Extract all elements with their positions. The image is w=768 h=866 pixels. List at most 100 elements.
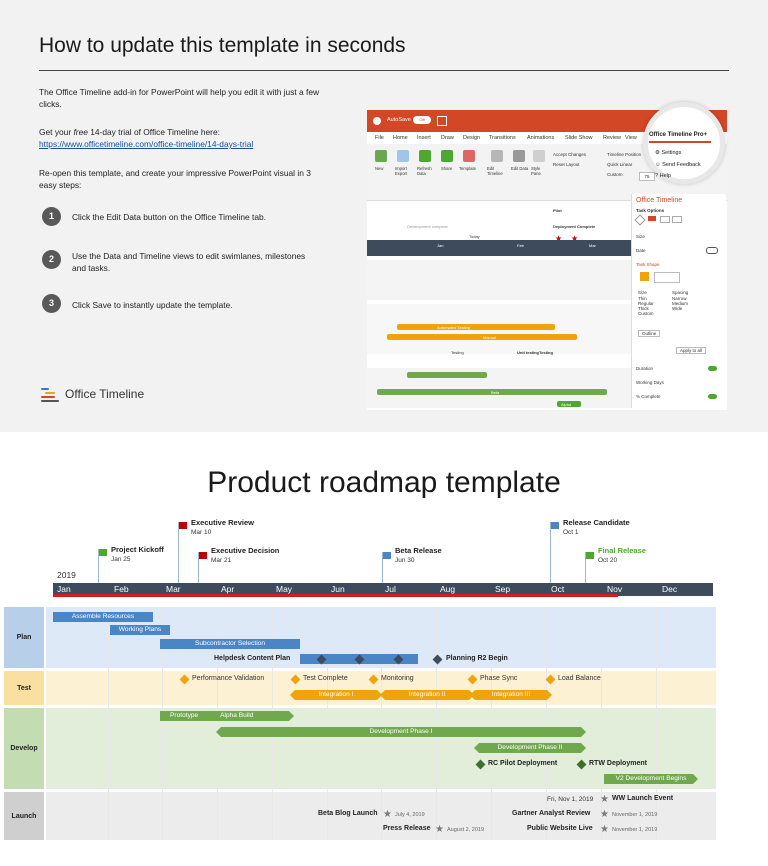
tab-animations[interactable]: Animations (527, 135, 555, 141)
settings-button[interactable]: ⚙ Settings (655, 150, 682, 156)
template-icon[interactable] (463, 150, 475, 162)
task-assemble-resources: Assemble Resources (53, 612, 153, 622)
star-icon: ★ (383, 809, 392, 820)
mini-feb: Feb (517, 243, 524, 248)
radio-custom[interactable]: Custom (638, 311, 654, 316)
task-working-plans: Working Plans (110, 625, 170, 635)
radio-regular[interactable]: Regular (638, 301, 654, 306)
logo-icon (41, 388, 59, 402)
gridline (381, 607, 382, 840)
diamond-shape-icon[interactable] (634, 214, 646, 226)
pane-percent-complete: % Complete (636, 394, 661, 399)
month-label: Nov (607, 584, 623, 594)
custom-label: Custom (607, 172, 623, 177)
radio-medium[interactable]: Medium (672, 301, 689, 306)
milestone-final-release: Final Release (598, 546, 646, 555)
tab-home[interactable]: Home (393, 135, 408, 141)
accept-changes-button[interactable]: Accept Changes (553, 152, 587, 157)
logo-text: Office Timeline (65, 387, 145, 401)
task-shape-icon[interactable] (648, 216, 656, 221)
tab-view[interactable]: View (625, 135, 637, 141)
zoom-field[interactable]: 75 (639, 172, 655, 181)
tab-review[interactable]: Review (603, 135, 622, 141)
color-swatch[interactable] (640, 272, 649, 281)
office-timeline-tab[interactable]: Office Timeline Pro+ (649, 132, 708, 138)
tab-transitions[interactable]: Transitions (489, 135, 516, 141)
radio-thick[interactable]: Thick (638, 306, 649, 311)
bar-shape-icon[interactable] (660, 216, 670, 223)
outline-select[interactable]: Outline (638, 330, 661, 337)
milestone-beta-release: Beta Release (395, 546, 442, 555)
quick-linear-select[interactable]: Quick Linear (607, 162, 633, 167)
tab-file[interactable]: File (375, 135, 384, 141)
pane-task-shape-label: Task Shape (636, 262, 660, 267)
mini-timeline-bar: Jan Feb Mar (367, 240, 631, 256)
mini-task-bar (407, 372, 487, 378)
star-icon: ★ (600, 809, 609, 820)
new-icon[interactable] (375, 150, 387, 162)
apply-to-all-button[interactable]: Apply to all (676, 347, 707, 354)
ribbon-label-refresh: Refresh Data (417, 166, 432, 176)
milestone-release-candidate: Release Candidate (563, 518, 630, 527)
ribbon-label-template: Template (459, 166, 476, 171)
radio-wide[interactable]: Wide (672, 306, 683, 311)
mini-task-bar (397, 324, 555, 330)
milestone-pole (198, 552, 199, 583)
trial-text: Get your free 14-day trial of Office Tim… (39, 126, 329, 150)
mini-alpha: Alpha (561, 402, 572, 407)
month-label: May (276, 584, 293, 594)
milestone-pole (550, 522, 551, 583)
mini-star-icon: ★ (555, 234, 563, 243)
edit-timeline-icon[interactable] (491, 150, 503, 162)
shape-select[interactable] (654, 272, 680, 283)
lane-label-launch: Launch (4, 792, 44, 840)
task-prototype-alpha: Prototype Alpha Build (160, 711, 294, 721)
flag-icon (99, 549, 107, 556)
help-button[interactable]: ? Help (655, 173, 671, 179)
share-icon[interactable] (441, 150, 453, 162)
tab-slide-show[interactable]: Slide Show (565, 135, 593, 141)
flag-icon (383, 552, 391, 559)
milestone-pole (98, 549, 99, 583)
ribbon-label-new: New (375, 166, 384, 171)
gridline (108, 607, 109, 840)
edit-data-icon[interactable] (513, 150, 525, 162)
tab-insert[interactable]: Insert (417, 135, 431, 141)
step-2-text: Use the Data and Timeline views to edit … (72, 251, 306, 273)
mini-automated-testing: Automated Testing (437, 325, 471, 330)
monitoring: Monitoring (381, 675, 414, 682)
timeline-year: 2019 (57, 570, 76, 580)
style-pane-icon[interactable] (533, 150, 545, 162)
tab-draw[interactable]: Draw (441, 135, 454, 141)
launch-date: November 1, 2019 (612, 827, 658, 833)
ribbon-label-edit-data: Edit Data (511, 166, 529, 171)
radio-thin[interactable]: Thin (638, 296, 647, 301)
mini-dev-complete: Development complete (407, 224, 448, 229)
refresh-icon[interactable] (419, 150, 431, 162)
mini-task-bar (557, 401, 581, 407)
autosave-toggle[interactable]: Off (413, 116, 431, 124)
percent-toggle[interactable] (708, 394, 717, 399)
gridline (217, 607, 218, 840)
flag-icon (586, 552, 594, 559)
lane-label-develop: Develop (4, 708, 44, 789)
trial-prefix: Get your (39, 127, 74, 137)
box-shape-icon[interactable] (672, 216, 682, 223)
date-toggle[interactable] (706, 247, 718, 254)
flag-icon (551, 522, 559, 529)
save-icon[interactable] (437, 116, 447, 126)
trial-link[interactable]: https://www.officetimeline.com/office-ti… (39, 139, 254, 149)
mini-swimlane (367, 260, 631, 300)
send-feedback-button[interactable]: ☺ Send Feedback (655, 162, 701, 168)
performance-validation: Performance Validation (192, 675, 265, 682)
month-label: Mar (166, 584, 181, 594)
milestone-executive-review: Executive Review (191, 518, 254, 527)
duration-toggle[interactable] (708, 366, 717, 371)
milestone-date: Jan 25 (111, 556, 131, 563)
import-export-icon[interactable] (397, 150, 409, 162)
feedback-icon: ☺ (655, 162, 663, 168)
radio-narrow[interactable]: Narrow (672, 296, 687, 301)
app-titlebar: AutoSave Off (367, 110, 727, 132)
tab-design[interactable]: Design (463, 135, 481, 141)
reset-layout-button[interactable]: Reset Layout (553, 162, 580, 167)
